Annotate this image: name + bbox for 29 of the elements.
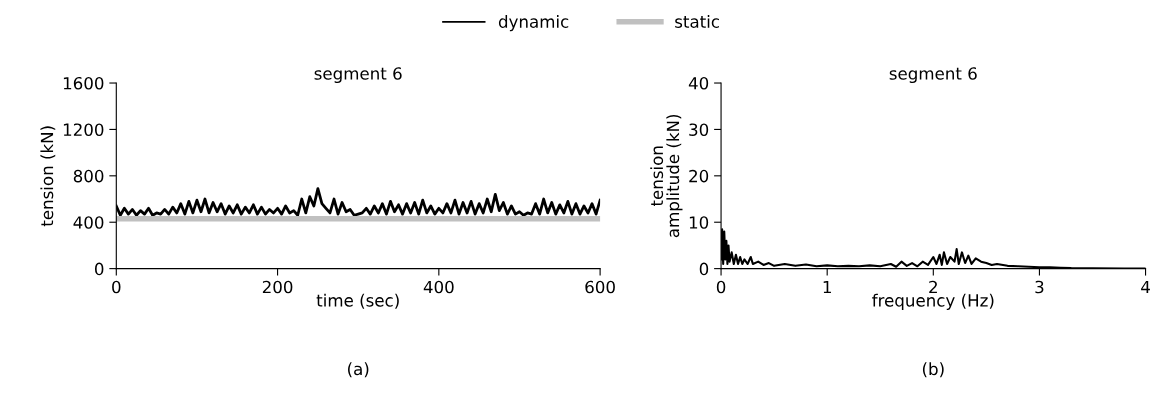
legend-label: static xyxy=(675,15,719,28)
chart-title: segment 6 xyxy=(889,67,977,84)
y-axis-title: tension amplitude (kN) xyxy=(650,114,683,238)
x-tick-label: 4 xyxy=(1141,280,1150,294)
y-tick-label: 10 xyxy=(689,216,709,229)
x-tick-label: 600 xyxy=(585,280,615,294)
text: (b) xyxy=(922,362,944,378)
y-tick-label: 400 xyxy=(73,216,104,229)
text: (a) xyxy=(348,362,369,378)
x-tick-label: 2 xyxy=(929,280,937,294)
x-axis-title: time (sec) xyxy=(316,293,399,309)
y-axis-title: tension (kN) xyxy=(40,126,56,227)
legend-label: dynamic xyxy=(498,15,569,32)
chart-title: segment 6 xyxy=(314,67,402,84)
x-tick-label: 200 xyxy=(262,280,293,294)
x-tick-label: 0 xyxy=(112,280,121,294)
y-tick-label: 0 xyxy=(94,262,104,276)
y-tick-label: 800 xyxy=(73,169,104,183)
x-tick-label: 400 xyxy=(423,280,454,294)
y-tick-label: 40 xyxy=(688,76,709,90)
y-tick-label: 30 xyxy=(689,123,709,136)
x-tick-label: 3 xyxy=(1035,280,1044,294)
x-tick-label: 0 xyxy=(716,280,726,294)
y-tick-label: 1200 xyxy=(63,123,104,136)
x-axis-title: frequency (Hz) xyxy=(872,293,994,310)
y-tick-label: 1600 xyxy=(63,76,104,90)
y-tick-label: 0 xyxy=(699,262,709,276)
y-tick-label: 20 xyxy=(689,169,709,183)
x-tick-label: 1 xyxy=(823,280,831,294)
